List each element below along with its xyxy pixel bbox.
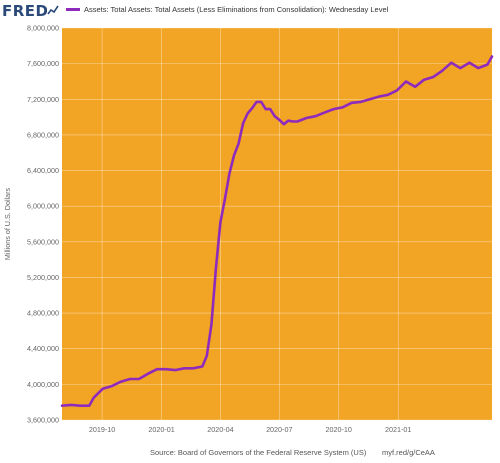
chart-legend: Assets: Total Assets: Total Assets (Less… [66, 5, 388, 14]
y-tick-label: 3,600,000 [27, 416, 59, 425]
x-axis-ticks: 2019-10 2020-01 2020-04 2020-07 2020-10 2021-… [89, 425, 412, 434]
x-tick-label: 2020-10 [326, 425, 352, 434]
x-tick-label: 2019-10 [89, 425, 115, 434]
y-tick-label: 6,400,000 [27, 166, 59, 175]
fred-logo: FRED [2, 2, 49, 20]
y-tick-label: 7,200,000 [27, 95, 59, 104]
y-tick-label: 4,800,000 [27, 309, 59, 318]
legend-swatch [66, 8, 80, 11]
x-tick-label: 2020-07 [266, 425, 292, 434]
y-axis-label: Millions of U.S. Dollars [3, 187, 12, 260]
chart-short-url[interactable]: myf.red/g/CeAA [382, 448, 435, 457]
y-tick-label: 4,400,000 [27, 344, 59, 353]
y-axis-ticks: 3,600,000 4,000,000 4,400,000 4,800,000 5,20… [27, 24, 59, 425]
y-tick-label: 6,000,000 [27, 202, 59, 211]
source-note: Source: Board of Governors of the Federa… [150, 448, 367, 457]
x-tick-label: 2020-01 [148, 425, 174, 434]
y-tick-label: 8,000,000 [27, 24, 59, 33]
chart-header: FRED Assets: Total Assets: Total Assets … [0, 0, 500, 22]
x-tick-label: 2020-04 [207, 425, 233, 434]
y-tick-label: 5,600,000 [27, 237, 59, 246]
gridlines [62, 27, 492, 421]
x-tick-label: 2021-01 [385, 425, 411, 434]
y-tick-label: 5,200,000 [27, 273, 59, 282]
trend-line-icon [47, 4, 59, 16]
plot-background [62, 28, 492, 420]
y-tick-label: 7,600,000 [27, 59, 59, 68]
legend-label: Assets: Total Assets: Total Assets (Less… [84, 5, 389, 14]
series-line [60, 55, 494, 408]
series-layer [60, 55, 494, 408]
y-tick-label: 6,800,000 [27, 130, 59, 139]
y-tick-label: 4,000,000 [27, 380, 59, 389]
